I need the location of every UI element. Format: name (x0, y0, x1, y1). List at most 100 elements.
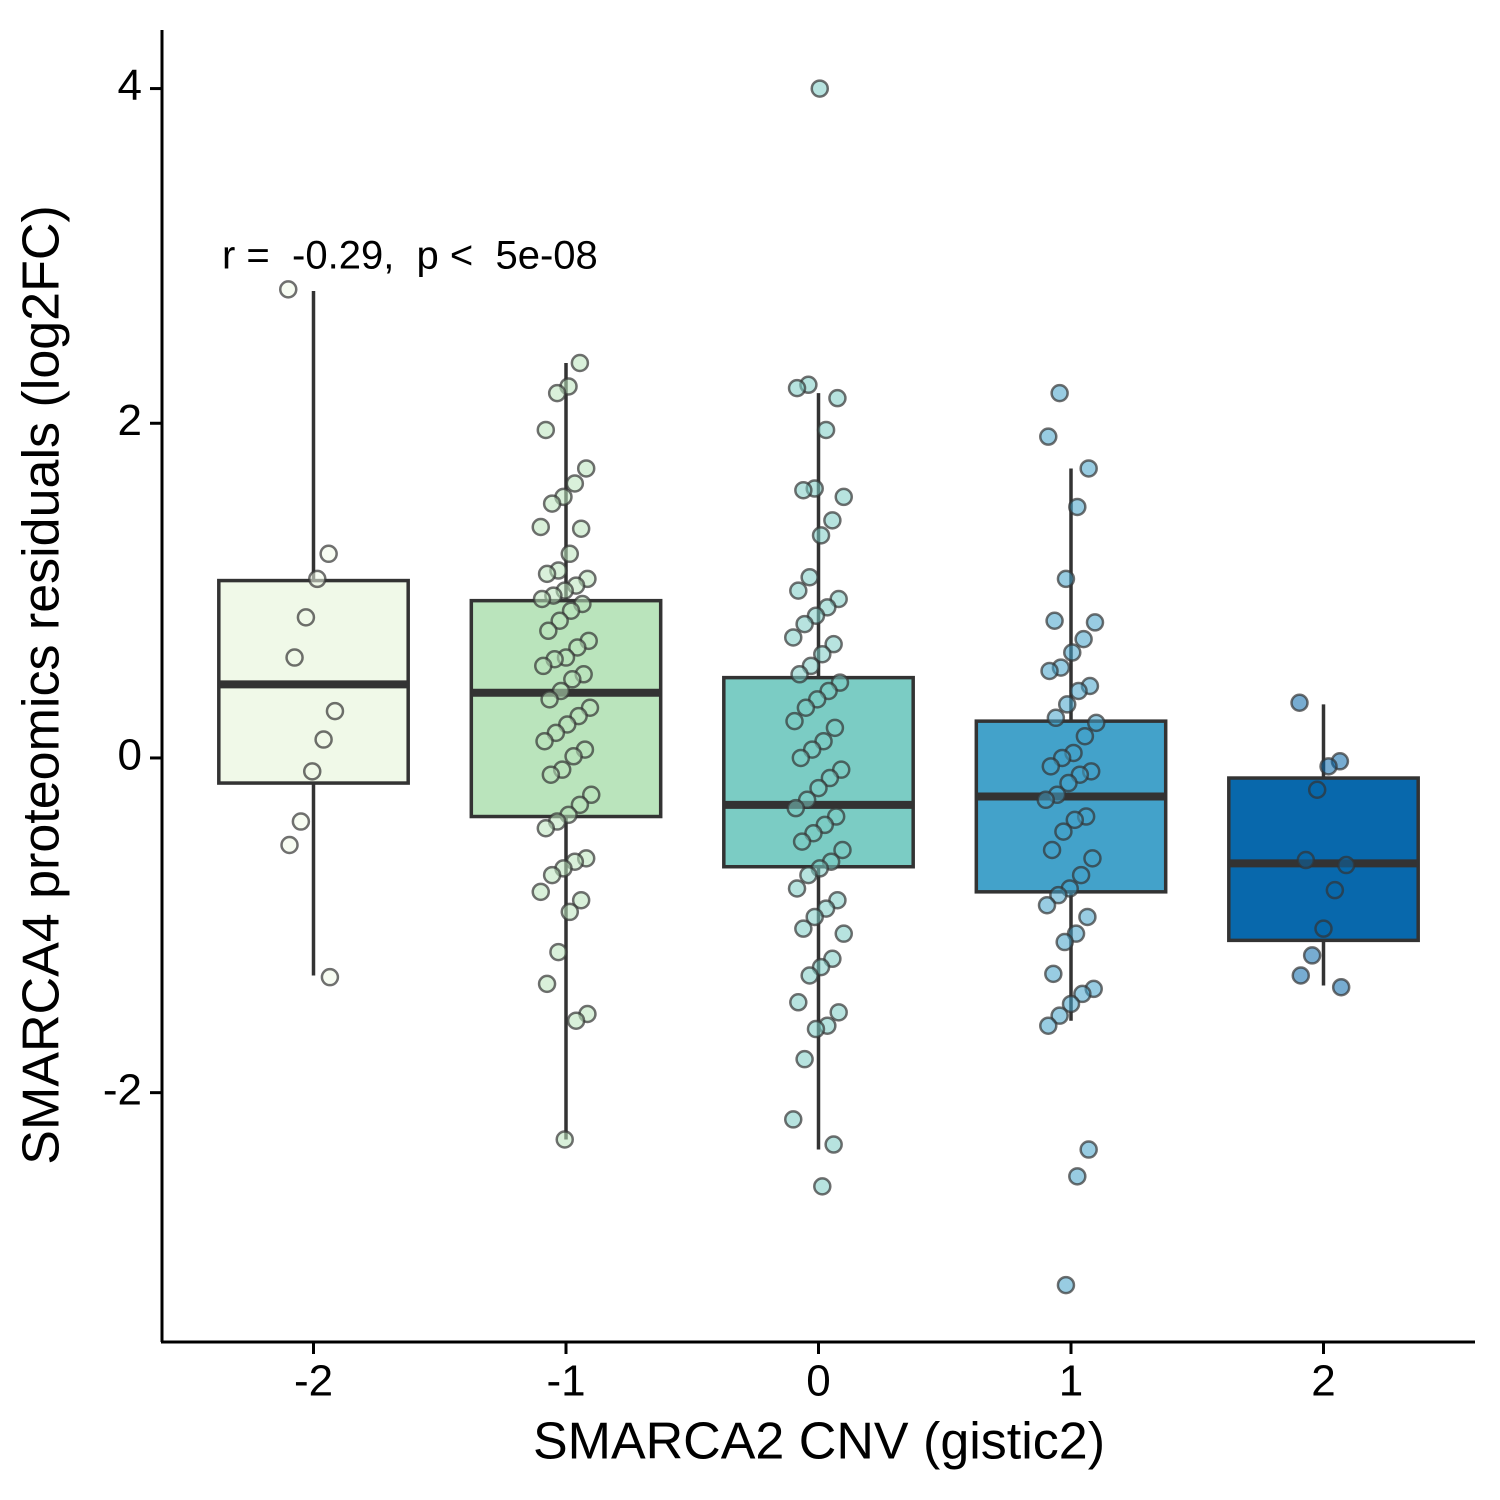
data-point (320, 967, 340, 987)
box (974, 719, 1168, 894)
data-point (796, 698, 816, 718)
data-point (536, 818, 556, 838)
data-point (824, 1135, 843, 1154)
data-point (325, 701, 345, 721)
data-point (565, 474, 585, 493)
data-point (564, 747, 583, 766)
data-point (794, 480, 813, 500)
data-point (1073, 984, 1092, 1004)
data-point (1325, 880, 1345, 900)
data-point (829, 1003, 848, 1022)
data-point (319, 544, 338, 564)
y-tick-label: 0 (118, 731, 142, 780)
data-point (571, 890, 591, 910)
data-point (571, 519, 591, 538)
data-point (561, 601, 581, 620)
data-point (1063, 643, 1082, 662)
data-point (1083, 849, 1102, 868)
data-point (834, 487, 853, 507)
data-point (534, 656, 553, 676)
y-tick-label: 4 (118, 61, 142, 110)
data-point (535, 731, 554, 751)
data-point (536, 420, 556, 440)
data-point (785, 711, 804, 731)
data-point (789, 581, 808, 600)
data-point (1079, 1140, 1098, 1159)
data-point (582, 785, 601, 805)
x-tick-label: 1 (1059, 1357, 1083, 1406)
data-point (550, 611, 569, 630)
annotation: r = -0.29, p < 5e-08 (222, 234, 598, 278)
data-point (795, 614, 814, 634)
data-point (823, 511, 842, 530)
data-point (799, 865, 818, 885)
data-point (547, 383, 567, 403)
data-point (1036, 790, 1055, 810)
data-point (296, 608, 316, 627)
data-point (811, 526, 831, 545)
data-point (576, 459, 596, 478)
data-point (531, 517, 550, 537)
data-point (805, 907, 824, 927)
data-point (800, 567, 819, 587)
data-point (1065, 810, 1085, 830)
y-axis-title: SMARCA4 proteomics residuals (log2FC) (13, 205, 71, 1164)
data-point (791, 748, 811, 768)
data-point (1078, 907, 1097, 927)
data-point (314, 730, 333, 749)
data-point (308, 569, 327, 589)
data-point (813, 1177, 832, 1196)
data-point (1085, 613, 1105, 632)
data-point (784, 628, 803, 647)
data-point (1039, 1016, 1058, 1035)
data-point (1296, 850, 1316, 870)
data-point (570, 353, 590, 373)
data-point (795, 1049, 814, 1069)
data-point (532, 589, 552, 609)
data-point (542, 494, 562, 513)
data-point (1061, 994, 1081, 1014)
data-point (1049, 885, 1068, 905)
data-point (806, 1019, 826, 1039)
data-point (1040, 661, 1059, 681)
x-axis-title: SMARCA2 CNV (gistic2) (533, 1413, 1105, 1471)
data-point (1302, 946, 1322, 965)
data-point (1057, 695, 1077, 714)
x-tick-label: 2 (1311, 1357, 1335, 1406)
data-point (1045, 611, 1064, 630)
data-point (809, 778, 828, 798)
data-point (1039, 427, 1058, 446)
data-point (549, 942, 568, 962)
data-point (560, 544, 580, 564)
data-point (824, 634, 843, 654)
data-point (787, 378, 807, 398)
data-point (1046, 708, 1066, 728)
data-point (1331, 977, 1351, 997)
data-point (1074, 629, 1093, 649)
data-point (541, 765, 561, 784)
data-point (816, 420, 836, 440)
data-point (833, 840, 852, 860)
data-point (834, 924, 853, 943)
box (1227, 776, 1420, 943)
data-point (280, 835, 299, 855)
data-point (1041, 757, 1061, 776)
data-point (787, 879, 807, 898)
data-point (1050, 1006, 1069, 1025)
data-point (820, 768, 840, 788)
data-point (1056, 569, 1076, 589)
data-point (1314, 919, 1333, 938)
data-point (789, 993, 808, 1012)
data-point (1037, 895, 1057, 915)
data-point (1071, 865, 1091, 885)
x-tick-label: -1 (546, 1357, 585, 1406)
data-point (537, 974, 557, 994)
data-point (1087, 713, 1106, 733)
data-point (531, 882, 550, 902)
data-point (566, 1011, 586, 1030)
data-point (1291, 966, 1311, 985)
y-tick-label: -2 (103, 1065, 142, 1114)
data-point (291, 812, 311, 831)
data-point (302, 762, 322, 781)
